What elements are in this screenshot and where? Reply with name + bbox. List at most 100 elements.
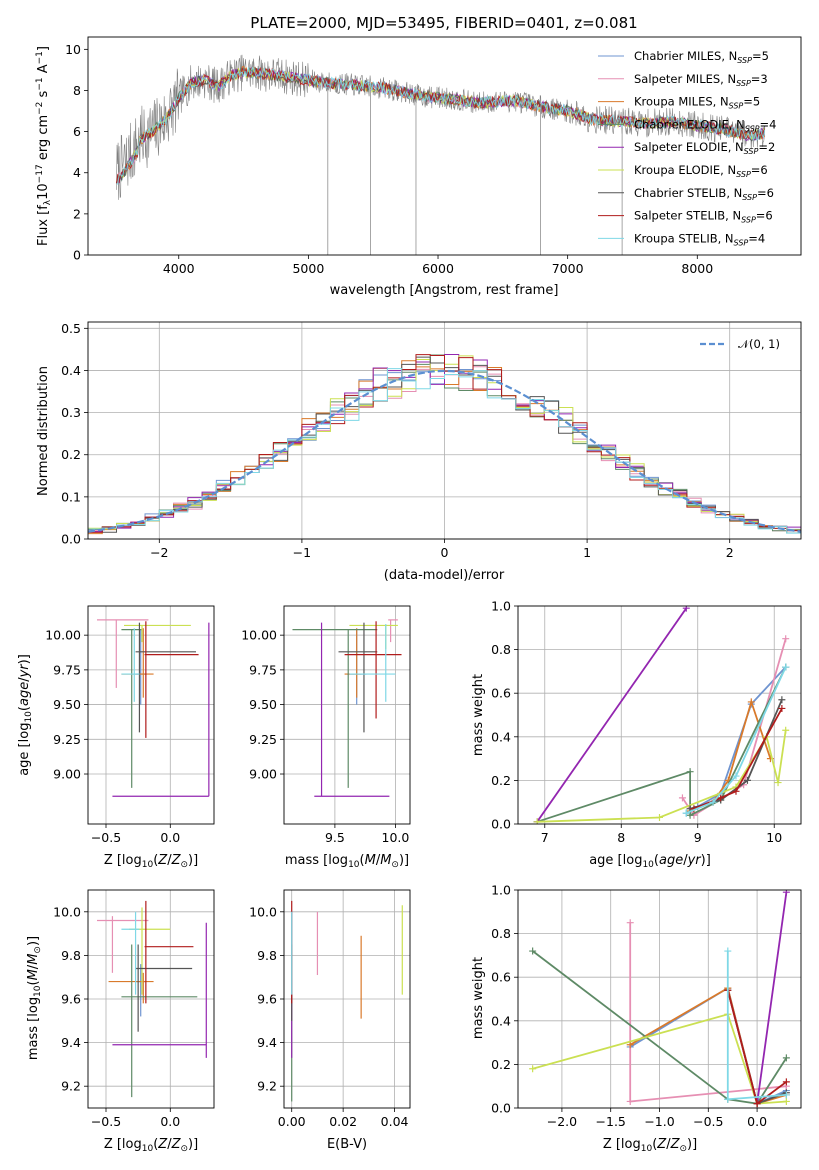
weight-line-kroupa-stelib (685, 666, 787, 814)
weight-marker (782, 663, 790, 671)
weight-marker (732, 772, 740, 780)
weight-vs-age-panel: 7 8 9 10 0.0 0.2 0.4 0.6 0.8 1.0 age [log10(age/y… (471, 599, 802, 870)
x-tick-label: −1.0 (644, 1114, 674, 1129)
x-tick-label: 9.5 (325, 830, 345, 845)
weight-marker (626, 1097, 634, 1105)
y-tick-label: 9.25 (249, 732, 277, 747)
y-tick-label: 9.6 (257, 992, 277, 1007)
weight-marker (682, 809, 690, 817)
residuals-legend: 𝒩(0, 1) (700, 337, 780, 351)
histogram-kroupa-stelib (88, 368, 801, 536)
plot-clip-group (97, 619, 210, 797)
x-tick-label: 7000 (552, 261, 584, 276)
residuals-ylabel: Normed distribution (36, 366, 51, 496)
weight-marker (782, 1054, 790, 1062)
y-tick-label: 6 (73, 124, 81, 139)
y-tick-label: 10.0 (249, 904, 277, 919)
y-tick-label: 10.00 (45, 628, 81, 643)
spectrum-legend: Chabrier MILES, NSSP=5 Salpeter MILES, NS… (598, 49, 776, 247)
x-tick-label: 2 (726, 545, 734, 560)
weight-marker (747, 698, 755, 706)
y-tick-label: 9.25 (53, 732, 81, 747)
y-tick-label: 0.5 (61, 321, 81, 336)
weight-marker (782, 1078, 790, 1086)
y-tick-label: 9.2 (257, 1079, 277, 1094)
age-vs-z-ylabel: age [log10(age/yr)] (17, 654, 34, 776)
y-tick-label: 8 (73, 83, 81, 98)
y-tick-label: 0.4 (491, 1013, 511, 1028)
legend-label: Chabrier ELODIE, NSSP=4 (634, 117, 776, 133)
legend-label: Kroupa ELODIE, NSSP=6 (634, 163, 768, 179)
model-spectrum-kroupa-elodie (116, 67, 766, 184)
residuals-panel: −2 −1 0 1 2 0.0 0.1 0.2 0.3 0.4 0.5 (data-model)/e… (36, 321, 802, 583)
axes-frame (517, 605, 802, 825)
plot-clip-group (529, 890, 790, 1108)
x-tick-label: −1.5 (596, 1114, 626, 1129)
weight-marker (782, 1097, 790, 1105)
y-tick-label: 0.0 (491, 817, 511, 832)
x-tick-label: 0.02 (329, 1114, 357, 1129)
y-tick-label: 9.50 (53, 697, 81, 712)
y-tick-label: 10.00 (241, 628, 277, 643)
weight-marker (753, 1100, 761, 1108)
y-tick-label: 0.0 (491, 1101, 511, 1116)
y-tick-label: 9.4 (61, 1035, 81, 1050)
x-tick-label: 4000 (163, 261, 195, 276)
model-spectrum-salpeter-stelib (116, 66, 766, 184)
x-tick-label: 0.04 (381, 1114, 409, 1129)
plot-clip-group (292, 619, 402, 797)
weight-marker (782, 726, 790, 734)
age-vs-z-xlabel: Z [log10(Z/Z⊙)] (104, 853, 198, 870)
y-tick-label: 0 (73, 248, 81, 263)
x-tick-label: 0 (441, 545, 449, 560)
weight-line-chabrier-elodie (536, 666, 787, 823)
y-tick-label: 0.2 (491, 1057, 511, 1072)
age-vs-mass-panel: 9.5 10.0 9.00 9.25 9.50 9.75 10.00 mass [log10… (241, 605, 411, 870)
x-tick-label: −2 (150, 545, 168, 560)
age-vs-mass-xlabel: mass [log10(M/M⊙)] (285, 853, 409, 870)
weight-vs-age-xlabel: age [log10(age/yr)] (589, 853, 711, 870)
axes-frame (87, 605, 215, 825)
residuals-xlabel: (data-model)/error (384, 568, 505, 583)
weight-marker (782, 635, 790, 643)
weight-marker (686, 811, 694, 819)
weight-marker (782, 1091, 790, 1099)
x-tick-label: 6000 (422, 261, 454, 276)
x-tick-label: 10 (766, 830, 782, 845)
y-tick-label: 0.4 (491, 729, 511, 744)
x-tick-label: 0.0 (160, 830, 180, 845)
weight-vs-z-xlabel: Z [log10(Z/Z⊙)] (603, 1137, 697, 1154)
legend-label: Chabrier STELIB, NSSP=6 (634, 186, 774, 202)
y-tick-label: 0.8 (491, 926, 511, 941)
plot-clip-group (116, 54, 766, 255)
residuals-plot-area: −2 −1 0 1 2 0.0 0.1 0.2 0.3 0.4 0.5 (61, 321, 802, 560)
weight-vs-age-plot-area: 7 8 9 10 0.0 0.2 0.4 0.6 0.8 1.0 (491, 599, 802, 845)
plot-clip-group (97, 900, 207, 1098)
legend-label: Salpeter STELIB, NSSP=6 (634, 209, 773, 225)
y-tick-label: 9.75 (53, 662, 81, 677)
spectrum-plot-area: 4000 5000 6000 7000 8000 0 2 4 6 8 10 (65, 36, 802, 276)
y-tick-label: 1.0 (491, 883, 511, 898)
mass-vs-z-ylabel: mass [log10(M/M⊙)] (26, 936, 43, 1060)
model-spectrum-chabrier-stelib (116, 66, 766, 184)
weight-marker (686, 768, 694, 776)
y-tick-label: 0.2 (491, 773, 511, 788)
x-tick-label: 9 (694, 830, 702, 845)
weight-marker (529, 947, 537, 955)
y-tick-label: 9.8 (257, 948, 277, 963)
x-tick-label: 10.0 (382, 830, 410, 845)
weight-line-chabrier-elodie (532, 950, 788, 1105)
legend-label: Kroupa STELIB, NSSP=4 (634, 231, 765, 247)
y-tick-label: 1.0 (491, 599, 511, 614)
plot-clip-group (291, 900, 403, 1102)
legend-normal-label: 𝒩(0, 1) (738, 337, 780, 351)
x-tick-label: −0.5 (91, 830, 121, 845)
age-vs-mass-plot-area: 9.5 10.0 9.00 9.25 9.50 9.75 10.00 (241, 605, 411, 845)
y-tick-label: 9.50 (249, 697, 277, 712)
y-tick-label: 0.6 (491, 686, 511, 701)
x-tick-label: 1 (583, 545, 591, 560)
spectrum-title: PLATE=2000, MJD=53495, FIBERID=0401, z=0… (250, 14, 637, 32)
y-tick-label: 0.1 (61, 489, 81, 504)
x-tick-label: 5000 (292, 261, 324, 276)
